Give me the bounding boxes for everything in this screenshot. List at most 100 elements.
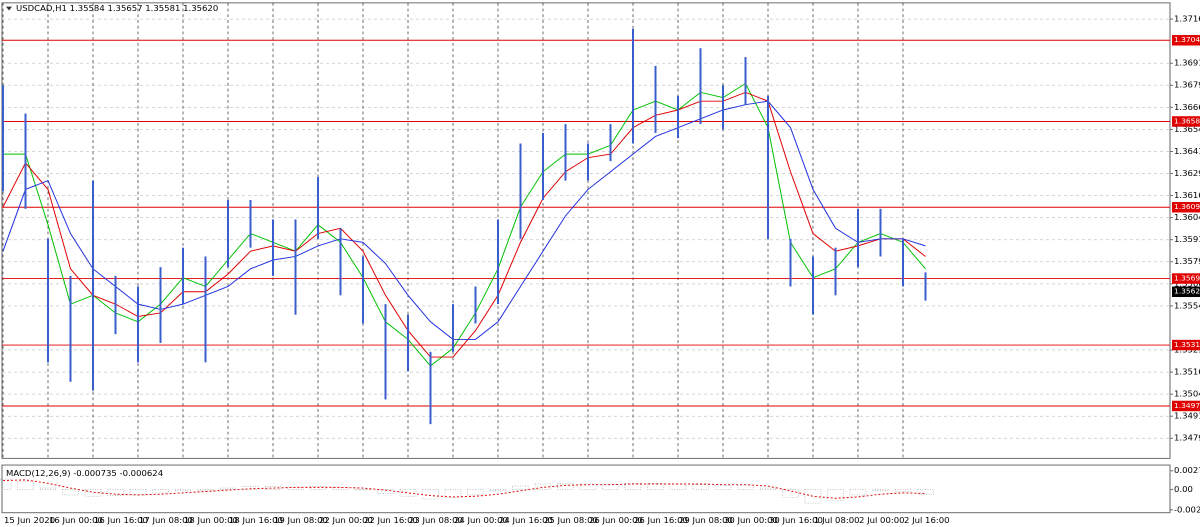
last-price-label: 1.35620 [1174,287,1200,296]
level-label-box [1172,339,1200,351]
chart-title: USDCAD,H1 1.35584 1.35657 1.35581 1.3562… [16,3,218,13]
y-tick-label: 1.36040 [1174,212,1200,222]
last-price-box [1172,286,1200,298]
x-tick-label: 16 Jun 16:00 [94,515,148,525]
y-tick-label: 1.36665 [1174,102,1200,112]
x-tick-label: 19 Jun 08:00 [274,515,328,525]
y-tick-label: 1.36290 [1174,168,1200,178]
macd-bar [287,487,304,490]
macd-bar [152,489,169,494]
level-label: 1.36585 [1174,117,1200,126]
y-tick-label: 1.35165 [1174,367,1200,377]
x-tick-label: 29 Jun 08:00 [679,515,733,525]
macd-bar [534,483,552,490]
x-tick-label: 30 Jun 16:00 [769,515,823,525]
macd-bar [804,489,822,504]
macd-bar [917,489,934,495]
level-label: 1.35318 [1174,340,1200,349]
level-label-box [1172,400,1200,412]
macd-bar [264,486,282,490]
macd-bar [219,487,237,490]
x-tick-label: 23 Jun 08:00 [409,515,463,525]
main-frame [1,2,1171,459]
level-label-box [1172,116,1200,127]
x-tick-label: 24 Jun 00:00 [454,515,508,525]
macd-bar [107,489,124,496]
macd-bar [827,489,844,501]
x-tick-label: 16 Jun 00:00 [49,515,103,525]
level-label-box [1172,201,1200,213]
macd-bar [557,483,574,490]
macd-bar [489,489,507,492]
y-tick-label: 1.36540 [1174,124,1200,134]
macd-bar [692,484,709,490]
y-tick-label: 1.36790 [1174,80,1200,90]
macd-bar [242,486,259,490]
macd-bar [62,489,79,496]
x-tick-label: 24 Jun 16:00 [499,515,553,525]
level-label: 1.36099 [1174,202,1200,211]
x-tick-label: 26 Jun 00:00 [589,515,643,525]
macd-bar [647,483,664,490]
macd-bar [84,489,102,497]
macd-bar [467,489,484,496]
macd-bar [399,489,417,497]
x-tick-label: 18 Jun 00:00 [184,515,238,525]
macd-bar [39,487,57,490]
y-tick-label: -0.00299 [1174,504,1200,514]
level-label: 1.37045 [1174,35,1200,44]
macd-frame [1,464,1171,514]
y-tick-label: 0.00 [1174,484,1193,494]
x-tick-label: 2 Jul 00:00 [859,515,905,525]
x-tick-label: 2 Jul 16:00 [904,515,950,525]
macd-bar [782,489,799,498]
y-tick-label: 1.36915 [1174,58,1200,68]
macd-bar [759,487,777,490]
y-tick-label: 0.002736 [1174,465,1200,475]
level-label: 1.34973 [1174,401,1200,410]
macd-bar [444,489,462,498]
macd-bar [512,485,529,490]
macd-bar [332,487,349,490]
y-tick-label: 1.35790 [1174,256,1200,266]
level-label-box [1172,273,1200,284]
moving-average [2,100,926,340]
level-label: 1.35695 [1174,274,1200,283]
macd-bar [174,489,192,492]
y-tick-label: 1.34915 [1174,411,1200,421]
moving-average [2,91,926,358]
y-tick-label: 1.34790 [1174,433,1200,443]
macd-bar [579,483,597,490]
macd-bar [894,489,912,492]
x-tick-label: 17 Jun 08:00 [139,515,193,525]
y-tick-label: 1.37165 [1174,14,1200,24]
x-tick-label: 1 Jul 08:00 [814,515,860,525]
macd-bar [129,489,147,496]
x-tick-label: 25 Jun 08:00 [544,515,598,525]
macd-bar [872,489,889,492]
x-tick-label: 30 Jun 00:00 [724,515,778,525]
x-tick-label: 22 Jun 00:00 [319,515,373,525]
y-tick-label: 1.36165 [1174,190,1200,200]
macd-bar [422,489,439,500]
x-tick-label: 15 Jun 2020 [4,515,55,525]
macd-bar [714,485,732,490]
macd-bar [17,480,34,490]
macd-bar [0,478,12,490]
macd-bar [737,485,754,490]
macd-bar [309,486,327,490]
x-tick-label: 18 Jun 16:00 [229,515,283,525]
level-label-box [1172,35,1200,46]
macd-bar [624,483,642,490]
moving-average [3,82,926,367]
x-tick-label: 22 Jun 16:00 [364,515,418,525]
macd-bar [197,489,214,492]
macd-bar [602,484,619,490]
y-tick-label: 1.35540 [1174,301,1200,311]
macd-bar [849,489,867,496]
menu-icon[interactable] [6,6,12,11]
x-tick-label: 26 Jun 16:00 [634,515,688,525]
y-tick-label: 1.35915 [1174,234,1200,244]
